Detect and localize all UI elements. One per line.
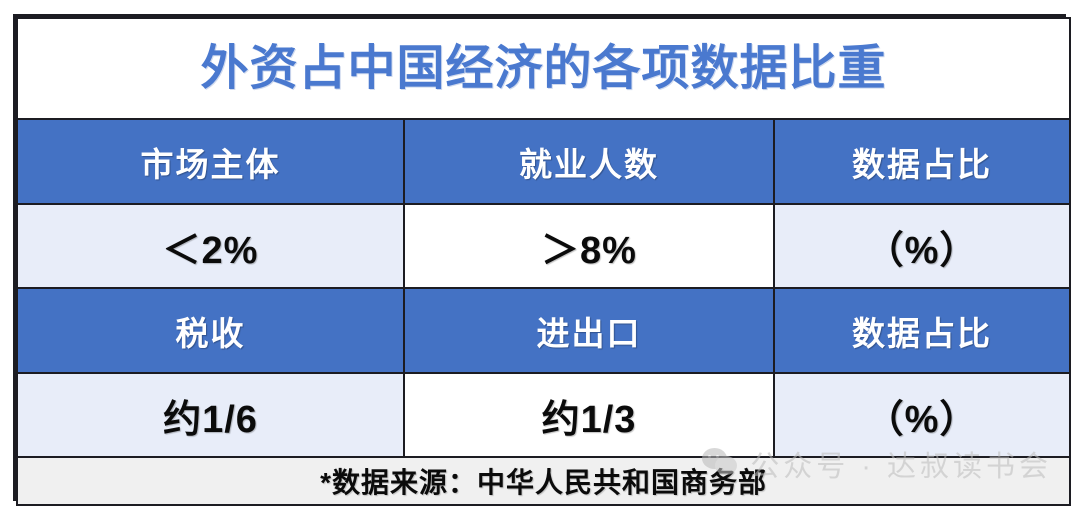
table-header-row-1: 市场主体 就业人数 数据占比: [16, 118, 1072, 205]
table-row-1: ＜2% ＞8% （%）: [16, 203, 1072, 289]
cell-tax-value: 约1/6: [16, 372, 405, 458]
cell-employment-value: ＞8%: [403, 203, 775, 289]
title-row: 外资占中国经济的各项数据比重: [15, 17, 1072, 120]
table-header-row-2: 税收 进出口 数据占比: [16, 287, 1072, 374]
source-note: *数据来源：中华人民共和国商务部: [320, 467, 767, 498]
statistics-table: 外资占中国经济的各项数据比重 市场主体 就业人数 数据占比 ＜2% ＞8% （%…: [15, 17, 1072, 506]
column-header-data-share-1: 数据占比: [772, 118, 1072, 205]
cell-market-entities-value: ＜2%: [16, 203, 405, 289]
cell-import-export-value: 约1/3: [403, 372, 775, 458]
source-note-cell: *数据来源：中华人民共和国商务部: [15, 456, 1072, 506]
page-title-cell: 外资占中国经济的各项数据比重: [15, 17, 1072, 120]
page-title: 外资占中国经济的各项数据比重: [200, 41, 887, 95]
column-header-market-entities: 市场主体: [16, 118, 405, 205]
cell-data-share-1-value: （%）: [772, 203, 1072, 289]
column-header-employment: 就业人数: [403, 118, 775, 205]
source-note-row: *数据来源：中华人民共和国商务部: [15, 456, 1072, 506]
cell-data-share-2-value: （%）: [772, 372, 1072, 458]
data-table-container: 外资占中国经济的各项数据比重 市场主体 就业人数 数据占比 ＜2% ＞8% （%…: [13, 14, 1072, 506]
column-header-data-share-2: 数据占比: [772, 287, 1072, 374]
table-row-2: 约1/6 约1/3 （%）: [16, 372, 1072, 458]
column-header-import-export: 进出口: [403, 287, 775, 374]
column-header-tax: 税收: [16, 287, 405, 374]
